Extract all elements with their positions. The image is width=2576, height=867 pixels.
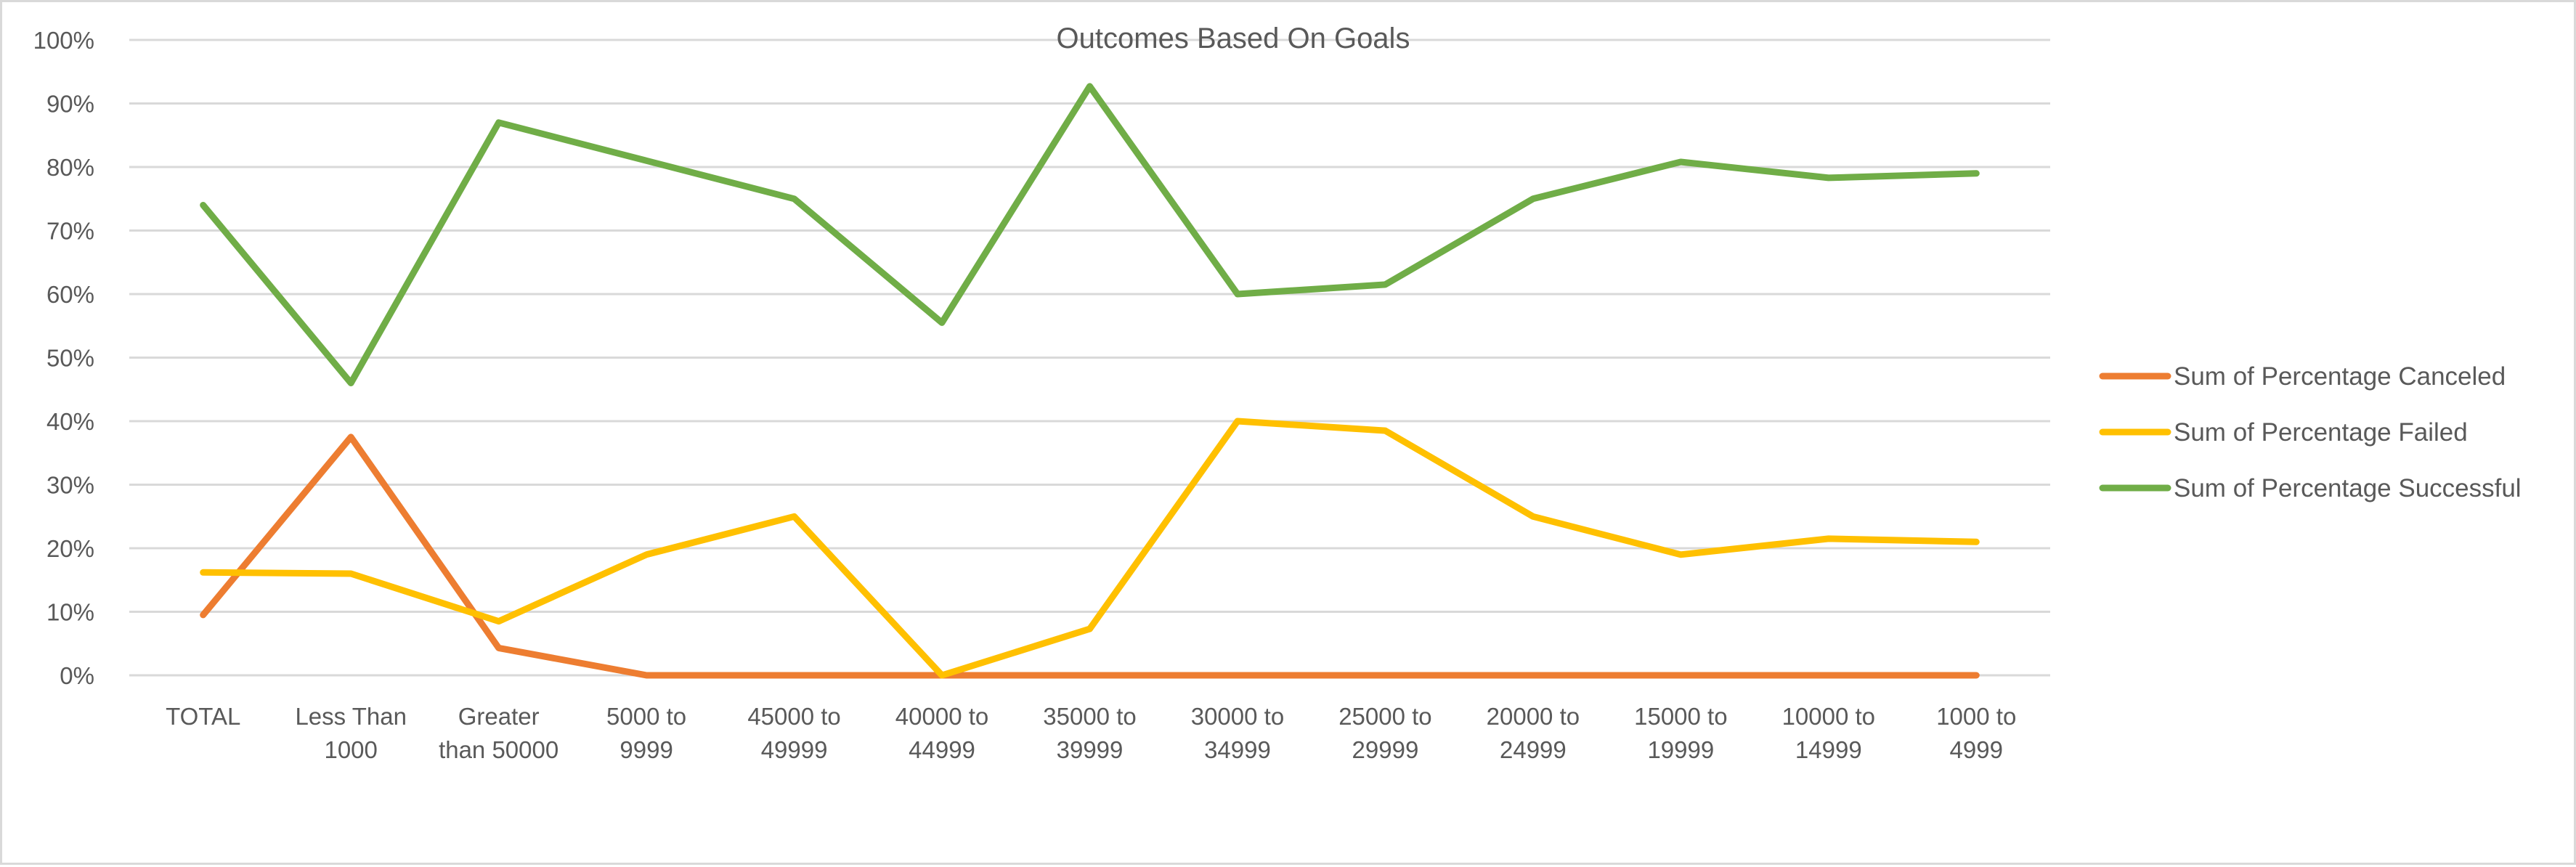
series-line-2: [200, 418, 1980, 679]
legend-label: Sum of Percentage Successful: [2174, 474, 2522, 502]
y-axis-ticks: 0% 10% 20% 30% 40% 50% 60% 70% 80% 90% 100%: [33, 27, 94, 689]
y-tick-label: 100%: [33, 27, 94, 54]
x-tick-label: Less Than 1000: [295, 703, 407, 763]
x-tick-label-line: 4999: [1950, 736, 2003, 763]
y-tick-label: 40%: [46, 408, 94, 435]
y-tick-label: 0%: [60, 662, 94, 689]
legend-item: Sum of Percentage Successful: [2099, 474, 2522, 502]
x-tick-label-line: 30000 to: [1191, 703, 1284, 730]
series-line-3: [200, 83, 1980, 386]
x-tick-label: Greater than 50000: [439, 703, 558, 763]
x-tick-label: 40000 to 44999: [895, 703, 988, 763]
x-axis-ticks: TOTAL Less Than 1000 Greater than 50000 5000 …: [166, 703, 2016, 763]
y-tick-label: 90%: [46, 91, 94, 118]
x-tick-label-line: 24999: [1500, 736, 1567, 763]
x-tick-label-line: 1000 to: [1936, 703, 2016, 730]
x-tick-label-line: 45000 to: [747, 703, 840, 730]
x-tick-label-line: 44999: [909, 736, 975, 763]
x-tick-label-line: 15000 to: [1634, 703, 1727, 730]
gridlines: [129, 38, 2050, 677]
x-tick-label-line: than 50000: [439, 736, 558, 763]
series-lines: [200, 83, 1980, 679]
legend-item: Sum of Percentage Canceled: [2099, 362, 2506, 391]
x-tick-label-line: Greater: [458, 703, 540, 730]
x-tick-label-line: 35000 to: [1043, 703, 1136, 730]
x-tick-label-line: 39999: [1057, 736, 1124, 763]
x-tick-label: 45000 to 49999: [747, 703, 840, 763]
y-tick-label: 80%: [46, 154, 94, 181]
chart-title: Outcomes Based On Goals: [1057, 23, 1410, 54]
y-tick-label: 30%: [46, 472, 94, 499]
x-tick-label: 20000 to 24999: [1487, 703, 1580, 763]
y-tick-label: 60%: [46, 281, 94, 308]
legend-item: Sum of Percentage Failed: [2099, 418, 2468, 447]
x-tick-label-line: 25000 to: [1338, 703, 1431, 730]
x-tick-label-line: 9999: [619, 736, 673, 763]
series-line-1: [200, 434, 1980, 679]
x-tick-label: 25000 to 29999: [1338, 703, 1431, 763]
x-tick-label-line: TOTAL: [166, 703, 240, 730]
x-tick-label-line: 14999: [1795, 736, 1862, 763]
x-tick-label-line: 40000 to: [895, 703, 988, 730]
x-tick-label-line: 10000 to: [1782, 703, 1875, 730]
x-tick-label: 1000 to 4999: [1936, 703, 2016, 763]
x-tick-label: 5000 to 9999: [606, 703, 686, 763]
legend-label: Sum of Percentage Canceled: [2174, 362, 2506, 391]
y-tick-label: 10%: [46, 599, 94, 626]
y-tick-label: 50%: [46, 345, 94, 372]
x-tick-label: 15000 to 19999: [1634, 703, 1727, 763]
x-tick-label-line: 34999: [1204, 736, 1271, 763]
legend: Sum of Percentage Canceled Sum of Percent…: [2099, 362, 2522, 502]
x-tick-label-line: Less Than: [295, 703, 407, 730]
x-tick-label: 10000 to 14999: [1782, 703, 1875, 763]
x-tick-label-line: 29999: [1352, 736, 1419, 763]
x-tick-label-line: 20000 to: [1487, 703, 1580, 730]
x-tick-label-line: 49999: [761, 736, 828, 763]
y-tick-label: 70%: [46, 218, 94, 245]
x-tick-label-line: 19999: [1647, 736, 1714, 763]
x-tick-label: 35000 to 39999: [1043, 703, 1136, 763]
x-tick-label-line: 5000 to: [606, 703, 686, 730]
y-tick-label: 20%: [46, 535, 94, 562]
x-tick-label: 30000 to 34999: [1191, 703, 1284, 763]
x-tick-label-line: 1000: [324, 736, 377, 763]
x-tick-label: TOTAL: [166, 703, 240, 730]
legend-label: Sum of Percentage Failed: [2174, 418, 2468, 447]
